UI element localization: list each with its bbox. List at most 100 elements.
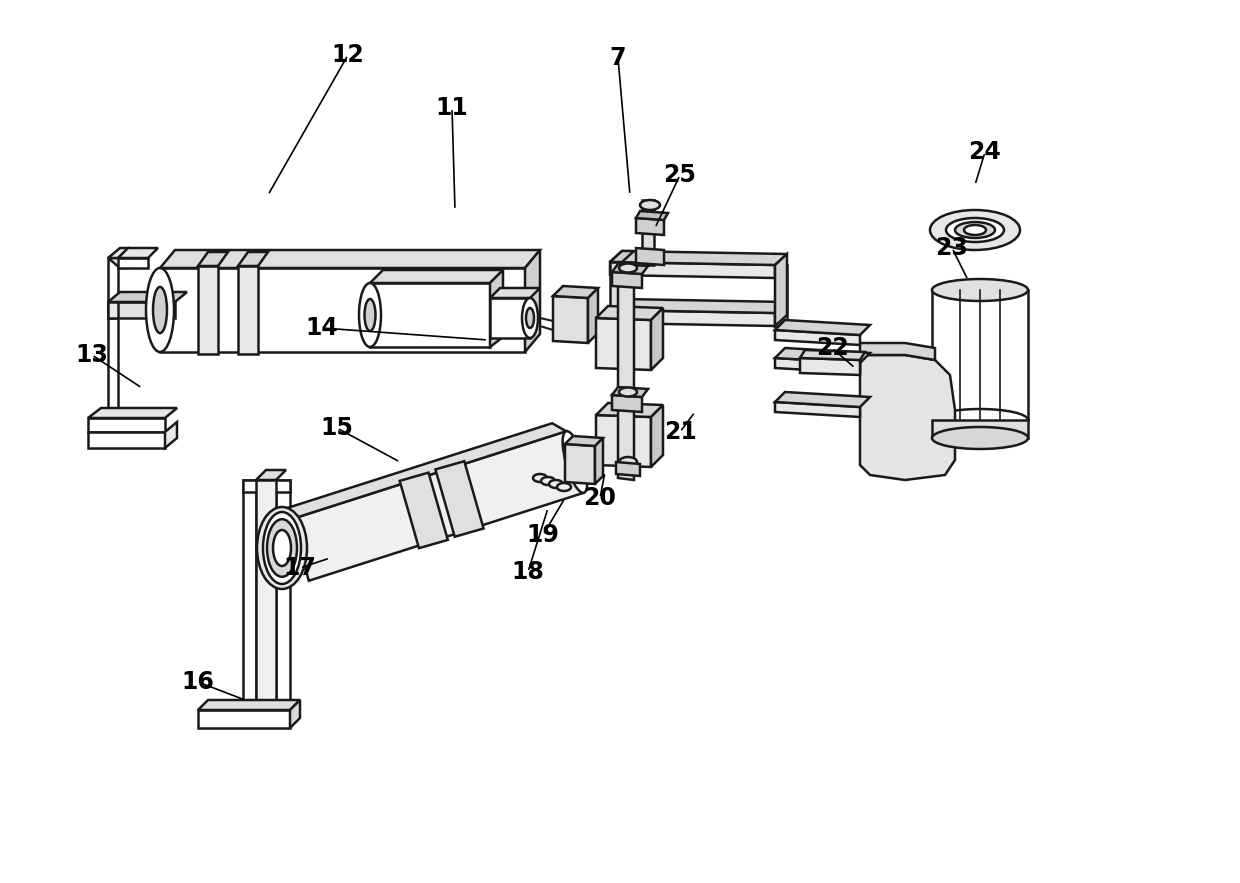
Polygon shape	[596, 403, 663, 417]
Polygon shape	[108, 302, 175, 318]
Polygon shape	[108, 258, 118, 430]
Text: 12: 12	[331, 43, 365, 67]
Polygon shape	[198, 700, 300, 710]
Ellipse shape	[146, 268, 174, 352]
Ellipse shape	[930, 210, 1021, 250]
Polygon shape	[613, 272, 642, 288]
Ellipse shape	[541, 477, 556, 485]
Polygon shape	[861, 355, 955, 480]
Polygon shape	[490, 298, 529, 338]
Polygon shape	[108, 248, 130, 258]
Text: 13: 13	[76, 343, 108, 367]
Ellipse shape	[267, 519, 298, 577]
Polygon shape	[108, 292, 187, 302]
Ellipse shape	[365, 299, 376, 331]
Text: 21: 21	[663, 420, 697, 444]
Polygon shape	[490, 270, 503, 347]
Polygon shape	[88, 418, 165, 432]
Polygon shape	[775, 254, 787, 326]
Ellipse shape	[946, 218, 1004, 242]
Ellipse shape	[273, 530, 291, 566]
Polygon shape	[800, 358, 861, 375]
Text: 25: 25	[663, 163, 697, 187]
Ellipse shape	[619, 263, 637, 273]
Polygon shape	[610, 251, 787, 265]
Text: 17: 17	[284, 556, 316, 580]
Polygon shape	[165, 422, 177, 448]
Polygon shape	[613, 387, 649, 397]
Polygon shape	[610, 299, 787, 313]
Polygon shape	[490, 288, 539, 298]
Polygon shape	[399, 472, 448, 548]
Ellipse shape	[963, 225, 986, 235]
Ellipse shape	[153, 287, 167, 333]
Ellipse shape	[932, 427, 1028, 449]
Polygon shape	[636, 248, 663, 265]
Polygon shape	[596, 415, 651, 467]
Polygon shape	[610, 262, 775, 278]
Polygon shape	[596, 318, 651, 370]
Polygon shape	[88, 432, 165, 448]
Polygon shape	[291, 431, 584, 581]
Polygon shape	[775, 265, 787, 326]
Polygon shape	[775, 358, 861, 373]
Ellipse shape	[955, 222, 994, 238]
Polygon shape	[370, 283, 490, 347]
Polygon shape	[198, 252, 228, 266]
Polygon shape	[255, 470, 286, 480]
Polygon shape	[636, 218, 663, 235]
Polygon shape	[243, 480, 255, 710]
Polygon shape	[932, 290, 1028, 420]
Text: 16: 16	[181, 670, 215, 694]
Polygon shape	[553, 296, 588, 343]
Polygon shape	[565, 444, 595, 484]
Polygon shape	[775, 320, 870, 335]
Polygon shape	[255, 480, 277, 710]
Polygon shape	[198, 710, 290, 728]
Polygon shape	[610, 251, 634, 262]
Polygon shape	[238, 266, 258, 354]
Ellipse shape	[619, 388, 637, 396]
Polygon shape	[610, 262, 622, 323]
Polygon shape	[775, 348, 870, 363]
Polygon shape	[800, 350, 866, 360]
Polygon shape	[238, 252, 268, 266]
Polygon shape	[651, 308, 663, 370]
Polygon shape	[588, 288, 598, 343]
Polygon shape	[118, 258, 148, 268]
Ellipse shape	[533, 474, 547, 482]
Ellipse shape	[932, 409, 1028, 431]
Polygon shape	[290, 700, 300, 728]
Ellipse shape	[568, 443, 582, 480]
Text: 22: 22	[816, 336, 848, 360]
Polygon shape	[775, 330, 861, 345]
Polygon shape	[775, 402, 861, 417]
Polygon shape	[160, 250, 539, 268]
Polygon shape	[277, 480, 290, 710]
Polygon shape	[613, 395, 642, 412]
Polygon shape	[160, 268, 525, 352]
Polygon shape	[861, 343, 935, 360]
Ellipse shape	[557, 483, 570, 491]
Ellipse shape	[263, 512, 301, 584]
Polygon shape	[108, 258, 130, 268]
Polygon shape	[775, 392, 870, 407]
Text: 24: 24	[968, 140, 1002, 164]
Text: 15: 15	[321, 416, 353, 440]
Polygon shape	[618, 265, 634, 480]
Ellipse shape	[563, 431, 588, 493]
Polygon shape	[616, 462, 640, 476]
Polygon shape	[596, 306, 663, 320]
Polygon shape	[636, 211, 668, 220]
Polygon shape	[198, 266, 218, 354]
Ellipse shape	[619, 457, 637, 467]
Polygon shape	[553, 286, 598, 298]
Text: 23: 23	[935, 236, 968, 260]
Polygon shape	[613, 264, 649, 274]
Text: 14: 14	[305, 316, 339, 340]
Ellipse shape	[640, 200, 660, 210]
Polygon shape	[278, 423, 567, 519]
Polygon shape	[642, 200, 653, 265]
Polygon shape	[108, 302, 118, 318]
Ellipse shape	[526, 308, 534, 328]
